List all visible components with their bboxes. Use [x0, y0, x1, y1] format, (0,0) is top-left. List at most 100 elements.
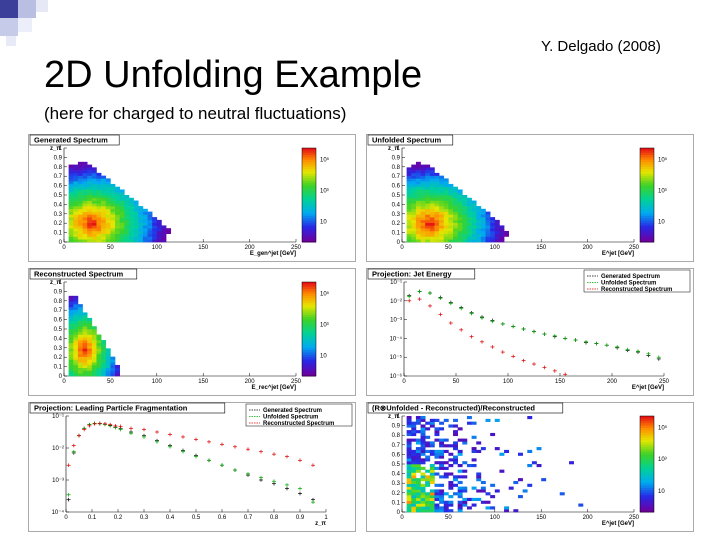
heatmap-cell [420, 466, 426, 470]
heatmap-cell [82, 170, 88, 174]
colorbar-cell [302, 333, 316, 337]
heatmap-cell [87, 170, 93, 174]
colorbar-cell [640, 437, 654, 441]
heatmap-cell [68, 203, 74, 207]
heatmap-cell [429, 225, 435, 229]
heatmap-cell [87, 192, 93, 196]
heatmap-cell [115, 203, 120, 207]
heatmap-cell [101, 348, 107, 352]
heatmap-cell [77, 306, 83, 310]
heatmap-cell [110, 228, 116, 232]
colorbar-label: 10³ [320, 322, 329, 328]
heatmap-cell [166, 228, 172, 232]
heatmap-cell [420, 427, 426, 431]
heatmap-cell [101, 233, 107, 237]
heatmap-cell [119, 228, 125, 232]
heatmap-cell [415, 186, 421, 190]
heatmap-cell [105, 183, 111, 188]
heatmap-cell [420, 486, 426, 490]
colorbar-cell [302, 289, 316, 292]
heatmap-cell [434, 483, 440, 487]
heatmap-cell [406, 236, 412, 240]
heatmap-cell [105, 233, 111, 237]
y-tick-label: 0 [397, 510, 401, 516]
heatmap-cell [485, 418, 491, 422]
heatmap-cell [110, 200, 116, 204]
heatmap-cell [133, 228, 139, 232]
heatmap-cell [406, 203, 412, 207]
heatmap-cell [68, 192, 74, 196]
heatmap-cell [453, 206, 458, 210]
heatmap-cell [494, 418, 500, 422]
heatmap-cell [415, 503, 421, 507]
heatmap-cell [115, 230, 120, 235]
y-tick-label: 0.7 [54, 308, 63, 314]
heatmap-cell [425, 183, 431, 188]
heatmap-cell [457, 427, 463, 431]
heatmap-cell [494, 219, 500, 223]
heatmap-cell [87, 353, 93, 357]
heatmap-cell [429, 424, 435, 428]
heatmap-cell [68, 370, 74, 374]
heatmap-cell [462, 214, 468, 218]
heatmap-cell [439, 211, 445, 215]
heatmap-cell [77, 337, 83, 341]
heatmap-cell [466, 239, 472, 243]
heatmap-cell [480, 219, 486, 223]
heatmap-cell [420, 500, 426, 504]
heatmap-cell [147, 225, 153, 229]
heatmap-cell [429, 475, 435, 479]
colorbar-cell [302, 303, 316, 306]
heatmap-cell [82, 317, 88, 322]
heatmap-cell [138, 222, 144, 226]
heatmap-cell [105, 181, 111, 185]
heatmap-cell [77, 183, 83, 188]
heatmap-cell [105, 351, 111, 355]
heatmap-cell [434, 489, 440, 493]
x-tick-label: 250 [659, 379, 670, 385]
colorbar-label: 10⁵ [658, 425, 668, 432]
heatmap-cell [425, 211, 431, 215]
colorbar-cell [302, 329, 316, 332]
heatmap-cell [434, 183, 440, 188]
heatmap-cell [499, 452, 505, 456]
y-tick-label: 0.6 [392, 184, 401, 190]
heatmap-cell [420, 164, 426, 168]
heatmap-cell [471, 211, 477, 215]
heatmap-cell [110, 233, 116, 237]
colorbar-cell [302, 216, 316, 219]
y-tick-label: 0.1 [392, 500, 401, 506]
heatmap-cell [91, 183, 97, 188]
heatmap-cell [77, 186, 83, 190]
x-tick-label: 250 [629, 515, 640, 521]
heatmap-cell [569, 461, 574, 465]
heatmap-cell [73, 214, 79, 218]
heatmap-cell [462, 236, 468, 240]
colorbar-cell [302, 366, 316, 370]
heatmap-cell [411, 455, 417, 459]
heatmap-cell [439, 464, 445, 468]
heatmap-cell [425, 186, 431, 190]
heatmap-cell [494, 225, 500, 229]
heatmap-cell [96, 334, 102, 338]
colorbar-cell [640, 195, 654, 198]
heatmap-cell [73, 195, 79, 199]
heatmap-cell [161, 225, 167, 229]
colorbar-cell [640, 509, 654, 513]
heatmap-cell [82, 359, 88, 363]
colorbar-cell [302, 213, 316, 217]
colorbar-cell [302, 157, 316, 161]
heatmap-cell [406, 497, 412, 502]
heatmap-cell [119, 189, 125, 193]
heatmap-cell [439, 239, 445, 243]
heatmap-cell [429, 492, 435, 496]
heatmap-cell [124, 195, 130, 199]
colorbar-cell [640, 178, 654, 182]
heatmap-cell [527, 483, 533, 487]
colorbar-cell [302, 345, 316, 349]
heatmap-cell [124, 228, 130, 232]
heatmap-cell [443, 461, 449, 465]
heatmap-cell [77, 214, 83, 218]
colorbar-cell [302, 282, 316, 285]
heatmap-cell [415, 239, 421, 243]
